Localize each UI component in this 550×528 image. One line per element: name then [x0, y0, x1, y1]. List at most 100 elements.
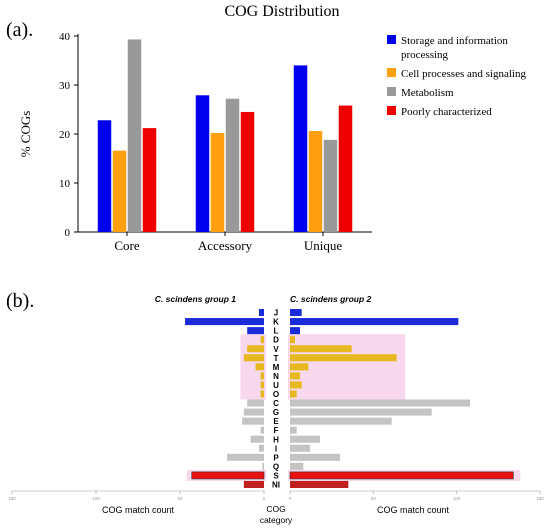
- bar-left: [247, 345, 264, 353]
- legend-swatch-a: [387, 87, 396, 96]
- category-label: S: [273, 471, 279, 480]
- bar-left: [260, 390, 264, 398]
- bar-a: [323, 139, 338, 232]
- legend-entry-a: processing: [401, 49, 449, 61]
- x-tick-label-left: 150: [8, 496, 16, 501]
- bar-left: [243, 354, 264, 362]
- x-tick-label-right: 0: [289, 496, 292, 501]
- x-tick-label-a: Unique: [304, 238, 343, 253]
- category-label: NI: [272, 481, 280, 490]
- bar-right: [290, 372, 300, 380]
- bar-left: [242, 417, 264, 425]
- bar-a: [142, 128, 157, 232]
- x-tick-label-right: 50: [371, 496, 377, 501]
- bar-left: [258, 309, 264, 317]
- bar-right: [289, 471, 514, 480]
- bar-right: [290, 426, 297, 434]
- bar-right: [290, 345, 352, 353]
- x-tick-label-a: Accessory: [198, 238, 253, 253]
- x-tick-label-left: 50: [177, 496, 183, 501]
- bar-left: [243, 480, 264, 488]
- x-tick-label-a: Core: [114, 238, 140, 253]
- bar-a: [127, 39, 142, 233]
- category-label: N: [273, 372, 279, 381]
- category-label: E: [273, 417, 279, 426]
- bar-right: [290, 480, 349, 488]
- category-label: Q: [273, 462, 279, 471]
- category-label: C: [273, 399, 279, 408]
- bar-right: [290, 462, 304, 470]
- category-label: T: [274, 354, 279, 363]
- panel-label-a: (a).: [6, 19, 33, 41]
- bar-right: [290, 390, 297, 398]
- bar-left: [247, 399, 264, 407]
- center-category-label: category: [260, 515, 293, 525]
- bar-left: [260, 336, 264, 344]
- legend-swatch-a: [387, 35, 396, 44]
- bar-a: [308, 131, 323, 232]
- bar-left: [260, 426, 264, 434]
- group-title-left: C. scindens group 1: [155, 294, 237, 304]
- bar-a: [97, 120, 112, 232]
- y-tick-label-a: 0: [65, 227, 71, 239]
- x-tick-label-right: 150: [536, 496, 544, 501]
- legend-entry-a: Poorly characterized: [401, 106, 492, 118]
- bar-left: [227, 453, 264, 461]
- bar-right: [290, 327, 300, 335]
- bar-left: [191, 471, 265, 480]
- category-label: I: [275, 444, 277, 453]
- bar-a: [240, 111, 255, 232]
- bar-right: [290, 363, 309, 371]
- category-label: U: [273, 381, 279, 390]
- category-label: F: [274, 426, 279, 435]
- bar-a: [338, 105, 353, 232]
- y-axis-label-a: % COGs: [18, 111, 33, 158]
- bar-a: [195, 95, 210, 232]
- bar-a: [112, 150, 127, 232]
- x-tick-label-left: 0: [263, 496, 266, 501]
- y-tick-label-a: 10: [59, 178, 71, 190]
- bar-left: [247, 327, 264, 335]
- bar-a: [293, 65, 308, 233]
- category-label: H: [273, 435, 279, 444]
- bar-right: [290, 336, 295, 344]
- bar-right: [290, 381, 302, 389]
- bar-right: [290, 417, 392, 425]
- chart-title-a: COG Distribution: [224, 3, 339, 20]
- x-axis-label-left: COG match count: [102, 505, 175, 515]
- bar-right: [290, 435, 320, 443]
- category-label: L: [274, 327, 279, 336]
- x-tick-label-right: 100: [453, 496, 461, 501]
- legend-swatch-a: [387, 106, 396, 115]
- group-title-right: C. scindens group 2: [290, 294, 372, 304]
- category-label: O: [273, 390, 279, 399]
- category-label: V: [273, 345, 279, 354]
- bar-right: [290, 408, 432, 416]
- bar-left: [258, 444, 264, 452]
- y-tick-label-a: 40: [59, 31, 71, 43]
- x-tick-label-left: 100: [92, 496, 100, 501]
- bar-right: [290, 453, 340, 461]
- center-category-label: COG: [266, 504, 285, 514]
- legend-entry-a: Metabolism: [401, 87, 454, 99]
- bar-right: [290, 309, 302, 317]
- legend-entry-a: Storage and information: [401, 35, 508, 47]
- bar-a: [225, 98, 240, 232]
- bar-left: [255, 363, 264, 371]
- bar-right: [290, 318, 459, 326]
- bar-left: [260, 372, 264, 380]
- legend-entry-a: Cell processes and signaling: [401, 68, 526, 80]
- bar-left: [260, 381, 264, 389]
- category-label: P: [273, 453, 279, 462]
- panel-label-b: (b).: [6, 290, 34, 312]
- category-label: M: [273, 363, 280, 372]
- category-label: G: [273, 408, 279, 417]
- category-label: J: [274, 309, 278, 318]
- legend-swatch-a: [387, 68, 396, 77]
- bar-left: [250, 435, 264, 443]
- bar-right: [290, 354, 397, 362]
- bar-right: [290, 444, 310, 452]
- y-tick-label-a: 20: [59, 129, 71, 141]
- y-tick-label-a: 30: [59, 80, 71, 92]
